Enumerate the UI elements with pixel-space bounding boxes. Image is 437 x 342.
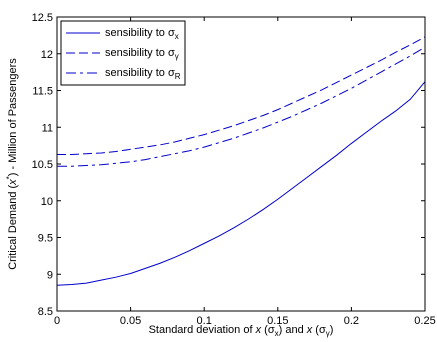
x-axis-label-prefix: Standard deviation of	[149, 324, 256, 336]
x-axis-label-close: )	[330, 324, 334, 336]
x-tick-label-0: 0	[54, 315, 60, 327]
y-tick-label-5: 11	[42, 122, 53, 134]
x-tick-label-3: 0.15	[267, 315, 288, 327]
ticks-layer: 0 0.05 0.1 0.15 0.2 0.25 8.5 9 9.5 10 10.5 11 11.5 12…	[32, 12, 436, 327]
legend-label-sigma-x-sub: x	[175, 32, 179, 41]
y-tick-label-8: 12.5	[32, 12, 53, 24]
y-tick-label-7: 12	[41, 49, 53, 61]
x-axis-label: Standard deviation of x (σx) and x (σγ)	[149, 324, 334, 338]
x-axis-label-sub1: x	[275, 329, 279, 338]
y-tick-label-0: 8.5	[38, 306, 53, 318]
y-axis-label-suffix: ) - Million of Passengers	[7, 58, 19, 176]
x-axis-label-var1: x	[255, 324, 262, 336]
legend-label-sigma-gamma-sub: γ	[175, 52, 179, 61]
series-line-sigma-x	[56, 81, 426, 286]
series-line-sigma-gamma	[57, 36, 426, 155]
legend-label-sigma-gamma-text: sensibility to σ	[105, 47, 175, 59]
legend-label-sigma-r: sensibility to σR	[105, 67, 181, 81]
series-layer	[56, 36, 426, 286]
y-tick-label-4: 10.5	[32, 159, 53, 171]
y-tick-label-6: 11.5	[32, 86, 53, 98]
y-axis-label-sup: *	[5, 176, 14, 179]
y-axis-label-prefix: Critical Demand (	[7, 184, 19, 269]
x-axis-label-var2: x	[306, 324, 313, 336]
legend: sensibility to σx sensibility to σγ sens…	[60, 20, 186, 86]
legend-label-sigma-gamma: sensibility to σγ	[105, 47, 179, 61]
legend-label-sigma-r-text: sensibility to σ	[105, 67, 175, 79]
legend-label-sigma-r-sub: R	[175, 72, 181, 81]
x-tick-label-4: 0.2	[344, 315, 359, 327]
y-axis-label-var: x	[7, 179, 19, 186]
y-tick-label-3: 10	[41, 196, 53, 208]
x-tick-label-5: 0.25	[414, 315, 435, 327]
x-axis-label-open1: (σ	[261, 324, 275, 336]
legend-label-sigma-x: sensibility to σx	[105, 27, 179, 41]
y-axis-label: Critical Demand (x*) - Million of Passen…	[5, 58, 19, 270]
series-line-sigma-r	[57, 46, 426, 167]
x-axis-label-open2: (σ	[312, 324, 326, 336]
legend-label-sigma-x-text: sensibility to σ	[105, 27, 175, 39]
x-axis-label-sub2: γ	[326, 329, 330, 338]
x-tick-label-1: 0.05	[120, 315, 141, 327]
x-tick-label-2: 0.1	[197, 315, 212, 327]
y-tick-label-1: 9	[47, 269, 53, 281]
y-tick-label-2: 9.5	[38, 233, 53, 245]
x-axis-label-mid: ) and	[279, 324, 307, 336]
